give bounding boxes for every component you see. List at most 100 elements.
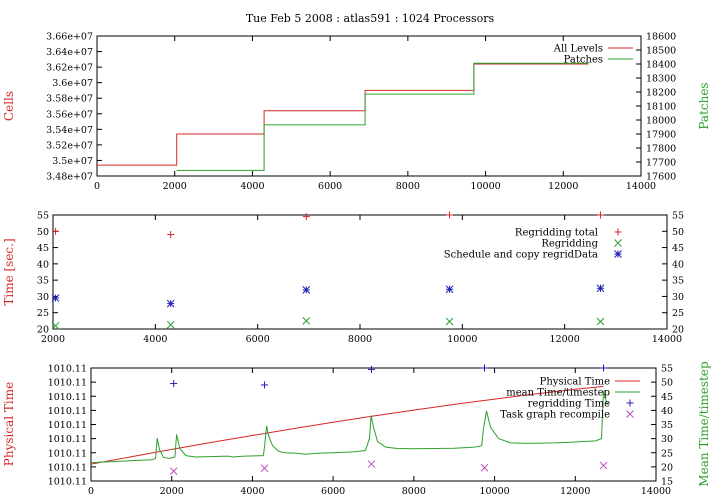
series-line [176, 62, 589, 171]
data-point [596, 317, 605, 326]
x-tick-label: 12000 [560, 486, 590, 497]
x-tick-label: 4000 [143, 334, 167, 345]
data-point [480, 463, 489, 472]
y-tick-label: 1010.11 [48, 434, 87, 445]
y-tick-label: 35 [37, 276, 49, 287]
y-tick-label-right: 30 [672, 292, 684, 303]
y-tick-label: 3.64e+07 [46, 47, 93, 58]
y-tick-label: 3.62e+07 [46, 63, 93, 74]
y-tick-label: 3.56e+07 [46, 109, 93, 120]
data-point [167, 231, 175, 239]
legend-swatch [626, 410, 634, 418]
series-line [90, 391, 609, 464]
y-tick-label: 1010.11 [48, 462, 87, 473]
x-tick-label: 0 [88, 486, 94, 497]
y2-tick-label: 20 [661, 462, 673, 473]
y2-axis-title: Patches [697, 82, 711, 129]
y2-tick-label: 18000 [646, 116, 676, 127]
y-tick-label: 3.52e+07 [46, 140, 93, 151]
y-tick-label: 55 [37, 211, 49, 222]
x-tick-label: 4000 [240, 486, 264, 497]
data-point [367, 460, 376, 468]
data-point [166, 299, 175, 308]
y-tick-label: 3.54e+07 [46, 125, 93, 136]
data-point [600, 364, 608, 372]
data-point [169, 467, 178, 475]
x-tick-label: 14000 [652, 334, 682, 345]
y2-tick-label: 40 [661, 406, 673, 417]
y-tick-label-right: 25 [672, 308, 684, 319]
y-tick-label: 1010.11 [48, 378, 87, 389]
figure-title: Tue Feb 5 2008 : atlas591 : 1024 Process… [246, 12, 495, 25]
y2-tick-label: 45 [661, 392, 673, 403]
data-point [260, 464, 269, 473]
x-tick-label: 2000 [163, 181, 187, 192]
legend-label: regridding Time [528, 399, 610, 410]
data-point [52, 227, 60, 235]
x-tick-label: 10000 [479, 486, 509, 497]
legend-label: Regridding total [515, 228, 598, 239]
data-point [445, 317, 454, 326]
legend-label: Physical Time [540, 377, 610, 388]
y-tick-label: 3.58e+07 [46, 94, 93, 105]
y-tick-label: 1010.11 [48, 420, 87, 431]
legend-label: Schedule and copy regridData [444, 250, 598, 261]
y2-tick-label: 30 [661, 434, 673, 445]
series-line [90, 385, 604, 465]
legend-swatch [614, 250, 622, 258]
data-point [261, 381, 269, 389]
legend-swatch [614, 228, 622, 236]
legend-label: Regridding [541, 239, 598, 250]
x-tick-label: 12000 [550, 334, 580, 345]
cells-patches-chart: Cells Patches 0 2000 4000 6000 8000 10000 1200… [2, 32, 711, 193]
y-tick-label-right: 20 [672, 325, 684, 336]
physical-time-chart: Physical Time Mean Time/timestep 0 2000 40… [2, 361, 711, 497]
y-tick-label: 3.48e+07 [46, 172, 93, 183]
x-tick-label: 8000 [396, 181, 420, 192]
y-tick-label-right: 55 [672, 211, 684, 222]
x-tick-label: 10000 [447, 334, 477, 345]
y-tick-label: 3.5e+07 [52, 156, 93, 167]
y-tick-label: 1010.11 [48, 392, 87, 403]
y2-tick-label: 50 [661, 378, 673, 389]
data-point [596, 284, 605, 293]
y2-tick-label: 18400 [646, 60, 676, 71]
data-point [599, 461, 608, 470]
x-tick-label: 0 [94, 181, 100, 192]
y-tick-label: 50 [37, 227, 49, 238]
data-point [302, 286, 311, 294]
y2-tick-label: 15 [661, 477, 673, 488]
regridding-time-chart: Time [sec.] 2000 4000 6000 8000 10000 12000 14… [2, 211, 684, 346]
x-tick-label: 10000 [470, 181, 500, 192]
legend-label: Task graph recompile [500, 410, 610, 421]
y2-tick-label: 17600 [646, 172, 676, 183]
y2-tick-label: 17800 [646, 144, 676, 155]
legend-label: All Levels [553, 44, 603, 55]
data-point [51, 321, 60, 330]
data-point [170, 380, 178, 388]
y-tick-label: 1010.11 [48, 364, 87, 375]
y-axis-title: Cells [2, 91, 16, 121]
x-tick-label: 6000 [321, 486, 345, 497]
x-tick-label: 8000 [348, 334, 372, 345]
data-point [596, 211, 604, 219]
y-tick-label-right: 45 [672, 243, 684, 254]
data-point [480, 364, 488, 372]
x-tick-label: 4000 [240, 181, 264, 192]
x-tick-label: 14000 [641, 486, 671, 497]
x-tick-label: 6000 [318, 181, 342, 192]
y2-tick-label: 18300 [646, 74, 676, 85]
plot-frame [96, 35, 642, 177]
y-tick-label: 1010.11 [48, 406, 87, 417]
y-tick-label: 3.6e+07 [52, 78, 93, 89]
y2-axis-title: Mean Time/timestep [697, 361, 711, 487]
y2-tick-label: 35 [661, 420, 673, 431]
y2-tick-label: 25 [661, 448, 673, 459]
y2-tick-label: 17700 [646, 158, 676, 169]
y2-tick-label: 18500 [646, 46, 676, 57]
y-tick-label: 1010.11 [48, 477, 87, 488]
y-tick-label: 25 [37, 308, 49, 319]
y2-tick-label: 18100 [646, 102, 676, 113]
data-point [302, 317, 311, 325]
data-point [302, 213, 310, 221]
